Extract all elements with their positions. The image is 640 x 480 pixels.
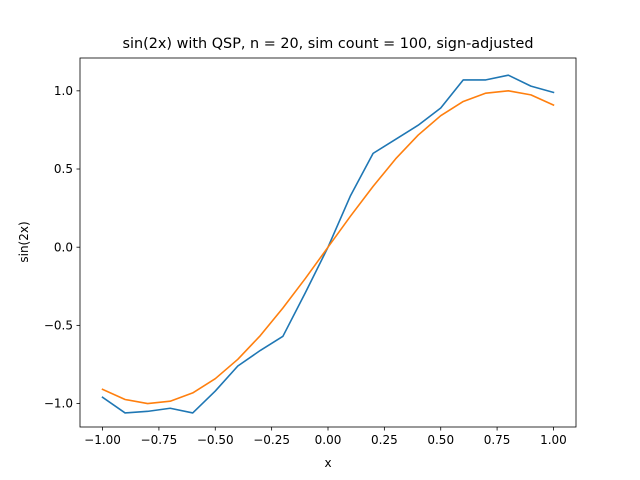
x-tick-label: 1.00 xyxy=(540,433,567,447)
x-axis-label: x xyxy=(324,456,331,470)
y-tick-label: 0.0 xyxy=(54,240,73,254)
x-tick-label: 0.00 xyxy=(315,433,342,447)
x-tick-label: −0.50 xyxy=(197,433,234,447)
x-axis: −1.00 −0.75 −0.50 −0.25 0.00 0.25 0.50 0.75 1.00 xyxy=(84,427,567,447)
y-tick-label: 0.5 xyxy=(54,162,73,176)
y-tick-label: −0.5 xyxy=(44,319,73,333)
series-line-sin-2x xyxy=(101,90,555,405)
y-tick-label: 1.0 xyxy=(54,84,73,98)
chart-title: sin(2x) with QSP, n = 20, sim count = 10… xyxy=(123,36,534,52)
series-group xyxy=(101,74,555,414)
x-tick-label: 0.75 xyxy=(484,433,511,447)
y-tick-label: −1.0 xyxy=(44,397,73,411)
x-tick-label: 0.25 xyxy=(371,433,398,447)
x-tick-label: −0.25 xyxy=(253,433,290,447)
x-tick-label: −1.00 xyxy=(84,433,121,447)
y-axis-label: sin(2x) xyxy=(17,221,31,262)
x-tick-label: 0.50 xyxy=(427,433,454,447)
x-tick-label: −0.75 xyxy=(141,433,178,447)
y-axis: −1.0 −0.5 0.0 0.5 1.0 xyxy=(44,84,80,411)
